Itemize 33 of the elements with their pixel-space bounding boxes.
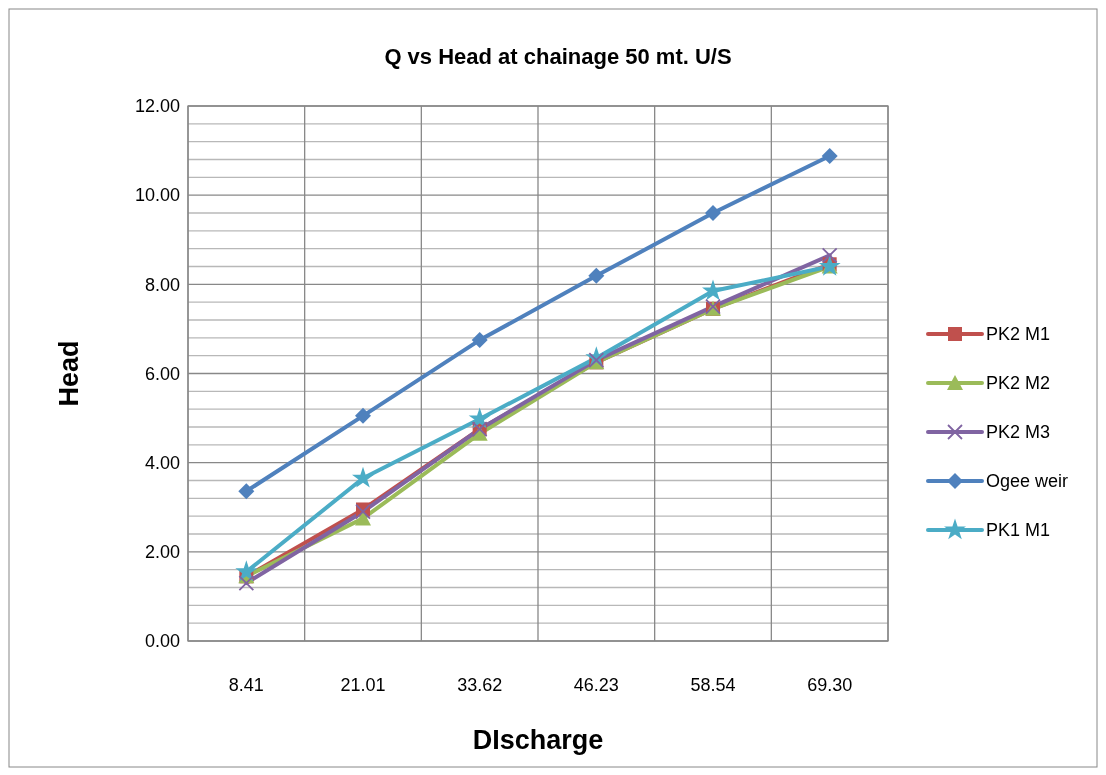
x-tick-label: 8.41 bbox=[228, 675, 264, 695]
y-tick-label: 4.00 bbox=[144, 452, 180, 473]
legend-label: PK1 M1 bbox=[986, 520, 1051, 541]
y-axis-title: Head bbox=[54, 340, 84, 407]
x-tick-label: 69.30 bbox=[807, 675, 853, 695]
y-tick-label: 10.00 bbox=[134, 185, 180, 206]
x-tick-label: 33.62 bbox=[457, 675, 503, 695]
x-tick-label: 46.23 bbox=[573, 675, 619, 695]
point bbox=[238, 575, 255, 591]
y-tick-label: 8.00 bbox=[144, 274, 180, 295]
legend-label: PK2 M1 bbox=[986, 324, 1051, 345]
point bbox=[471, 332, 488, 349]
chart-title: Q vs Head at chainage 50 mt. U/S bbox=[384, 44, 732, 69]
point bbox=[821, 147, 838, 164]
point bbox=[705, 205, 721, 221]
y-tick-label: 0.00 bbox=[144, 631, 180, 652]
point bbox=[235, 560, 258, 582]
legend-label: PK2 M2 bbox=[986, 373, 1051, 394]
y-tick-label: 6.00 bbox=[144, 363, 180, 384]
x-axis-title: DIscharge bbox=[472, 725, 604, 755]
point bbox=[355, 407, 371, 424]
x-tick-label: 58.54 bbox=[690, 675, 736, 695]
y-tick-label: 2.00 bbox=[144, 542, 180, 563]
point bbox=[238, 483, 255, 500]
point bbox=[468, 407, 491, 429]
point bbox=[352, 466, 374, 488]
point bbox=[821, 247, 838, 264]
point bbox=[702, 279, 724, 301]
y-tick-label: 12.00 bbox=[134, 96, 180, 117]
point bbox=[588, 267, 605, 284]
legend-label: Ogee weir bbox=[986, 471, 1069, 492]
x-tick-label: 21.01 bbox=[340, 675, 386, 695]
legend-label: PK2 M3 bbox=[986, 422, 1051, 443]
